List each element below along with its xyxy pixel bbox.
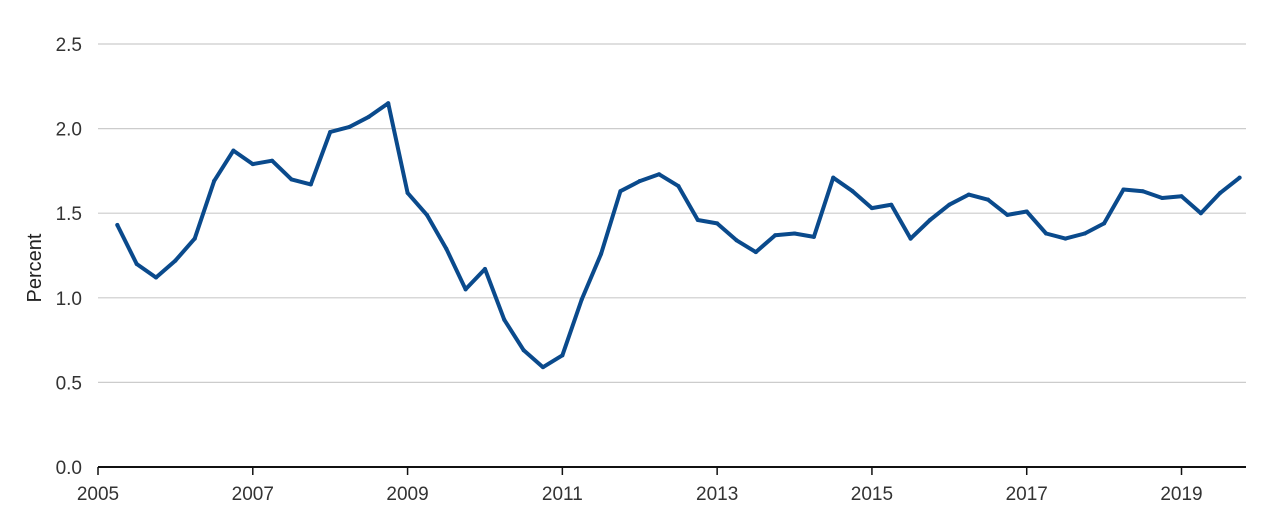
data-point xyxy=(734,238,739,243)
data-point xyxy=(1102,221,1107,226)
y-tick-label: 0.0 xyxy=(56,458,82,479)
data-point xyxy=(1179,194,1184,199)
data-point xyxy=(212,179,217,184)
data-point xyxy=(869,206,874,211)
data-point xyxy=(1044,231,1049,236)
y-tick-label: 1.5 xyxy=(56,204,82,225)
data-point xyxy=(1005,212,1010,217)
data-point xyxy=(1024,209,1029,214)
data-point xyxy=(811,234,816,239)
x-tick-label: 2007 xyxy=(232,484,274,505)
data-point xyxy=(541,365,546,370)
data-point xyxy=(444,246,449,251)
data-point xyxy=(134,261,139,266)
data-point xyxy=(366,114,371,119)
data-point xyxy=(424,212,429,217)
data-point xyxy=(599,251,604,256)
data-point xyxy=(502,317,507,322)
y-tick-labels: 0.0 0.5 1.0 1.5 2.0 2.5 xyxy=(56,35,82,479)
data-point xyxy=(889,202,894,207)
data-point xyxy=(560,353,565,358)
x-tick-label: 2019 xyxy=(1160,484,1202,505)
data-point xyxy=(1082,231,1087,236)
data-point xyxy=(154,275,159,280)
data-point xyxy=(908,236,913,241)
y-axis-title: Percent xyxy=(24,233,46,302)
data-point xyxy=(753,250,758,255)
y-tick-label: 2.0 xyxy=(56,120,82,141)
series-layer xyxy=(115,101,1242,370)
data-point xyxy=(792,231,797,236)
data-point xyxy=(192,236,197,241)
x-tick-label: 2015 xyxy=(851,484,893,505)
x-tick-labels: 2005 2007 2009 2011 2013 2015 2017 2019 xyxy=(77,484,1203,505)
data-point xyxy=(328,129,333,134)
data-point xyxy=(1121,187,1126,192)
data-point xyxy=(289,177,294,182)
data-point xyxy=(1237,175,1242,180)
data-point xyxy=(521,348,526,353)
x-tick-label: 2009 xyxy=(386,484,428,505)
data-point xyxy=(947,202,952,207)
data-point xyxy=(1140,189,1145,194)
data-point xyxy=(966,192,971,197)
x-tick-label: 2017 xyxy=(1006,484,1048,505)
series-line xyxy=(115,101,1242,370)
data-point xyxy=(695,217,700,222)
data-point xyxy=(850,189,855,194)
data-point xyxy=(270,158,275,163)
data-point xyxy=(1218,190,1223,195)
data-point xyxy=(308,182,313,187)
gridlines xyxy=(98,43,1246,383)
data-point xyxy=(347,124,352,129)
data-point xyxy=(831,175,836,180)
data-point xyxy=(250,162,255,167)
data-point xyxy=(579,297,584,302)
data-point xyxy=(773,233,778,238)
data-point xyxy=(231,148,236,153)
data-point xyxy=(927,217,932,222)
data-point xyxy=(482,267,487,272)
data-point xyxy=(986,197,991,202)
data-point xyxy=(1063,236,1068,241)
y-tick-label: 2.5 xyxy=(56,35,82,56)
data-point xyxy=(386,101,391,106)
x-tick-label: 2013 xyxy=(696,484,738,505)
x-tick-label: 2005 xyxy=(77,484,119,505)
data-point xyxy=(1198,211,1203,216)
y-tick-label: 1.0 xyxy=(56,289,82,310)
data-point xyxy=(173,258,178,263)
data-point xyxy=(1160,195,1165,200)
data-point xyxy=(657,172,662,177)
data-point xyxy=(618,189,623,194)
x-axis xyxy=(97,466,1246,475)
data-point xyxy=(676,184,681,189)
x-tick-label: 2011 xyxy=(542,484,583,505)
data-point xyxy=(115,223,120,228)
data-point xyxy=(715,221,720,226)
data-point xyxy=(405,190,410,195)
data-point xyxy=(637,179,642,184)
data-point xyxy=(463,287,468,292)
y-tick-label: 0.5 xyxy=(56,373,82,394)
